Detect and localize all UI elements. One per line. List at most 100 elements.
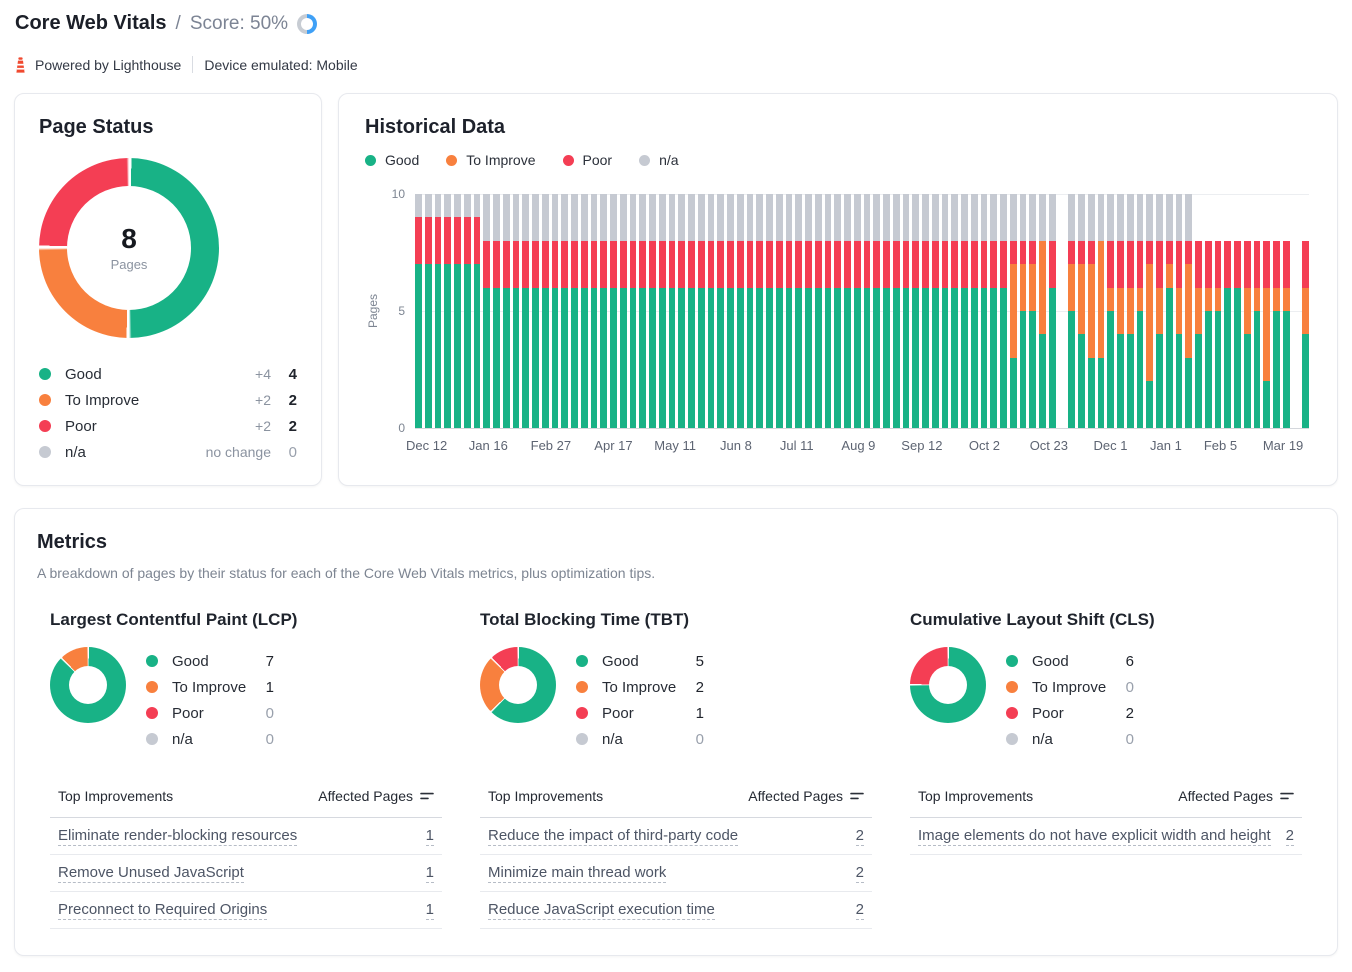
improvement-link[interactable]: Preconnect to Required Origins: [58, 900, 268, 920]
affected-pages-count-link[interactable]: 2: [855, 826, 864, 846]
stacked-bar[interactable]: [931, 194, 939, 428]
affected-pages-count-link[interactable]: 2: [855, 900, 864, 920]
affected-pages-header[interactable]: Affected Pages: [318, 788, 434, 804]
stacked-bar[interactable]: [951, 194, 958, 428]
stacked-bar[interactable]: [1263, 194, 1270, 428]
affected-pages-header[interactable]: Affected Pages: [748, 788, 864, 804]
stacked-bar[interactable]: [561, 194, 568, 428]
stacked-bar[interactable]: [1165, 194, 1173, 428]
affected-pages-count-link[interactable]: 1: [425, 900, 434, 920]
improvement-link[interactable]: Remove Unused JavaScript: [58, 863, 244, 883]
stacked-bar[interactable]: [853, 194, 861, 428]
stacked-bar[interactable]: [678, 194, 685, 428]
stacked-bar[interactable]: [883, 194, 890, 428]
improvement-link[interactable]: Minimize main thread work: [488, 863, 667, 883]
improvement-link[interactable]: Reduce the impact of third-party code: [488, 826, 739, 846]
improvement-link[interactable]: Reduce JavaScript execution time: [488, 900, 715, 920]
stacked-bar[interactable]: [1029, 194, 1036, 428]
stacked-bar[interactable]: [1087, 194, 1095, 428]
stacked-bar[interactable]: [1204, 194, 1212, 428]
stacked-bar[interactable]: [1282, 194, 1290, 428]
metric-donut-chart[interactable]: [910, 647, 986, 723]
stacked-bar[interactable]: [502, 194, 510, 428]
stacked-bar[interactable]: [1009, 194, 1017, 428]
stacked-bar[interactable]: [727, 194, 734, 428]
stacked-bar[interactable]: [1214, 194, 1222, 428]
stacked-bar[interactable]: [980, 194, 988, 428]
stacked-bar[interactable]: [639, 194, 646, 428]
stacked-bar[interactable]: [707, 194, 715, 428]
stacked-bar[interactable]: [785, 194, 793, 428]
stacked-bar[interactable]: [1175, 194, 1183, 428]
stacked-bar[interactable]: [824, 194, 832, 428]
stacked-bar[interactable]: [658, 194, 666, 428]
stacked-bar[interactable]: [990, 194, 997, 428]
stacked-bar[interactable]: [805, 194, 812, 428]
stacked-bar[interactable]: [1156, 194, 1163, 428]
stacked-bar[interactable]: [1078, 194, 1085, 428]
affected-pages-count-link[interactable]: 2: [855, 863, 864, 883]
stacked-bar[interactable]: [532, 194, 539, 428]
stacked-bar[interactable]: [834, 194, 841, 428]
stacked-bar[interactable]: [1097, 194, 1105, 428]
stacked-bar[interactable]: [961, 194, 968, 428]
stacked-bar[interactable]: [629, 194, 637, 428]
stacked-bar[interactable]: [756, 194, 763, 428]
stacked-bar[interactable]: [688, 194, 695, 428]
stacked-bar[interactable]: [551, 194, 559, 428]
improvement-link[interactable]: Eliminate render-blocking resources: [58, 826, 298, 846]
stacked-bar[interactable]: [912, 194, 919, 428]
stacked-bar[interactable]: [580, 194, 588, 428]
stacked-bar[interactable]: [873, 194, 880, 428]
stacked-bar[interactable]: [454, 194, 461, 428]
stacked-bar[interactable]: [1253, 194, 1261, 428]
metric-donut-chart[interactable]: [50, 647, 126, 723]
stacked-bar[interactable]: [1234, 194, 1241, 428]
stacked-bar[interactable]: [844, 194, 851, 428]
stacked-bar[interactable]: [512, 194, 520, 428]
stacked-bar[interactable]: [541, 194, 549, 428]
page-status-donut-chart[interactable]: 8 Pages: [39, 158, 219, 338]
stacked-bar[interactable]: [1146, 194, 1153, 428]
stacked-bar[interactable]: [941, 194, 949, 428]
stacked-bar[interactable]: [814, 194, 822, 428]
stacked-bar[interactable]: [1302, 194, 1309, 428]
stacked-bar[interactable]: [610, 194, 617, 428]
stacked-bar[interactable]: [463, 194, 471, 428]
stacked-bar[interactable]: [1126, 194, 1134, 428]
stacked-bar[interactable]: [1000, 194, 1007, 428]
stacked-bar[interactable]: [424, 194, 432, 428]
stacked-bar[interactable]: [775, 194, 783, 428]
stacked-bar[interactable]: [766, 194, 773, 428]
stacked-bar[interactable]: [1243, 194, 1251, 428]
improvement-link[interactable]: Image elements do not have explicit widt…: [918, 826, 1271, 846]
affected-pages-header[interactable]: Affected Pages: [1178, 788, 1294, 804]
stacked-bar[interactable]: [619, 194, 627, 428]
stacked-bar[interactable]: [1273, 194, 1280, 428]
stacked-bar[interactable]: [795, 194, 802, 428]
stacked-bar[interactable]: [1224, 194, 1231, 428]
stacked-bar[interactable]: [892, 194, 900, 428]
affected-pages-count-link[interactable]: 1: [425, 826, 434, 846]
stacked-bar[interactable]: [746, 194, 754, 428]
stacked-bar[interactable]: [668, 194, 676, 428]
stacked-bar[interactable]: [473, 194, 481, 428]
stacked-bar[interactable]: [1117, 194, 1124, 428]
stacked-bar[interactable]: [600, 194, 607, 428]
stacked-bar[interactable]: [444, 194, 451, 428]
stacked-bar[interactable]: [1185, 194, 1192, 428]
stacked-bar[interactable]: [483, 194, 490, 428]
stacked-bar[interactable]: [415, 194, 422, 428]
stacked-bar[interactable]: [571, 194, 578, 428]
stacked-bar[interactable]: [717, 194, 724, 428]
stacked-bar[interactable]: [736, 194, 744, 428]
stacked-bar[interactable]: [922, 194, 929, 428]
affected-pages-count-link[interactable]: 2: [1285, 826, 1294, 846]
stacked-bar[interactable]: [1048, 194, 1056, 428]
affected-pages-count-link[interactable]: 1: [425, 863, 434, 883]
stacked-bar[interactable]: [590, 194, 598, 428]
stacked-bar[interactable]: [1136, 194, 1144, 428]
stacked-bar[interactable]: [434, 194, 442, 428]
stacked-bar[interactable]: [649, 194, 656, 428]
stacked-bar[interactable]: [1019, 194, 1027, 428]
